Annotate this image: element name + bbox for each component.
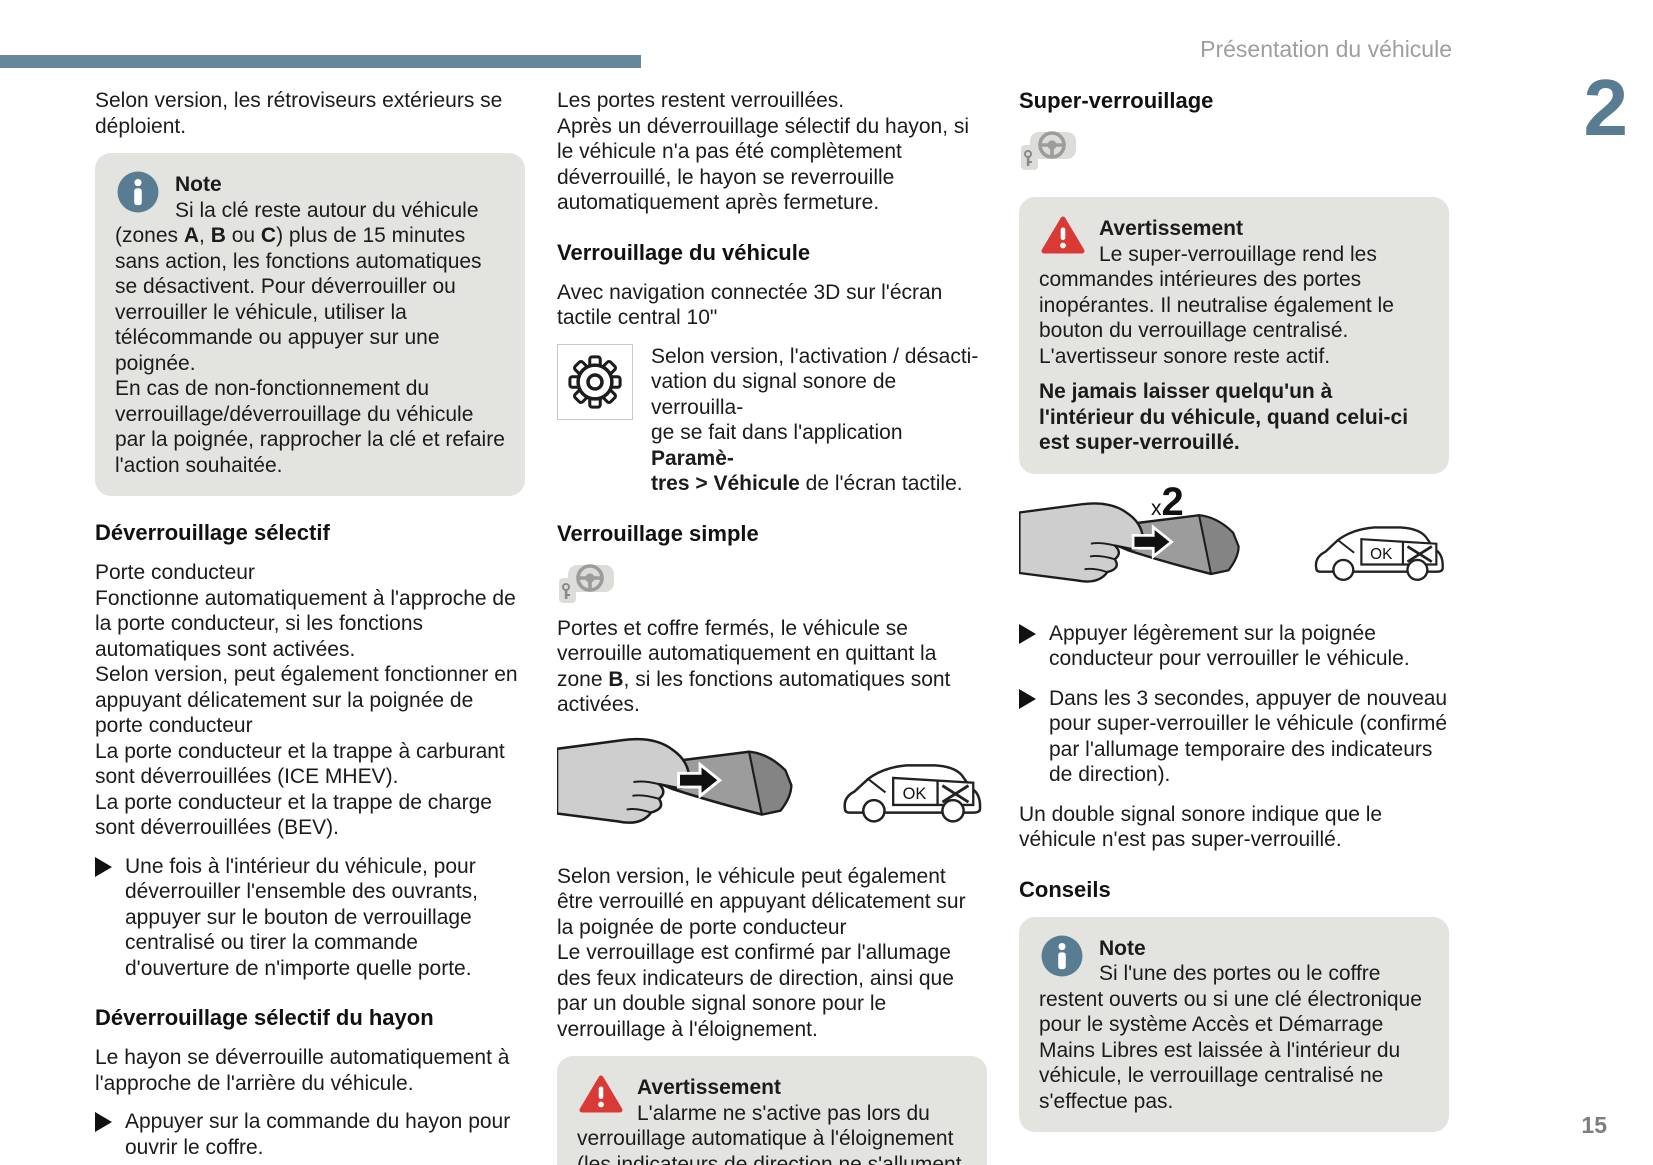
paragraph: Porte conducteur Fonctionne automatiqueme… [95, 561, 518, 839]
triangle-bullet-icon [95, 856, 112, 877]
triangle-bullet-icon [1019, 688, 1036, 709]
warning-title: Avertissement [637, 1076, 781, 1099]
warning-box: Avertissement Le super-verrouillage rend… [1019, 197, 1449, 474]
note-box: Note Si l'une des portes ou le coffre re… [1019, 916, 1449, 1132]
settings-note: Selon version, l'activation / désacti-va… [557, 343, 987, 497]
section-heading: Verrouillage simple [557, 520, 759, 546]
bullet-item: Appuyer légèrement sur la poignée conduc… [1019, 621, 1449, 672]
triangle-bullet-icon [95, 1112, 112, 1132]
bullet-text: Dans les 3 secondes, appuyer de nouveau … [1049, 686, 1448, 787]
intro-paragraph: Selon version, les rétroviseurs extérieu… [95, 89, 503, 138]
car-ok-label: OK [903, 785, 927, 803]
header-rule [0, 55, 641, 68]
car-ok-label: OK [1370, 546, 1393, 563]
note-body: Si l'une des portes ou le coffre restent… [1039, 962, 1422, 1113]
section-heading: Super-verrouillage [1019, 88, 1214, 113]
warning-box: Avertissement L'alarme ne s'active pas l… [557, 1056, 987, 1165]
paragraph: Les portes restent verrouillées. Après un… [557, 89, 970, 214]
warning-body: Le super-verrouillage rend les commandes… [1039, 242, 1394, 368]
settings-note-text: Selon version, l'activation / désacti-va… [651, 344, 979, 496]
warning-body: L'alarme ne s'active pas lors du verroui… [577, 1101, 962, 1165]
warning-triangle-icon [579, 1074, 623, 1116]
column-1: Selon version, les rétroviseurs extérieu… [95, 88, 525, 1165]
gear-icon [557, 343, 633, 420]
triangle-bullet-icon [1019, 623, 1036, 644]
warning-emphasis: Ne jamais laisser quelqu'un à l'intérieu… [1039, 380, 1409, 454]
paragraph: Le hayon se déverrouille automatiquement… [95, 1046, 510, 1095]
section-heading: Conseils [1019, 876, 1111, 902]
bullet-text: Appuyer sur la commande du hayon pour ou… [125, 1110, 511, 1159]
bullet-item: Dans les 3 secondes, appuyer de nouveau … [1019, 686, 1449, 788]
column-3: Super-verrouillage [1018, 88, 1449, 1165]
chapter-number: 2 [1583, 63, 1629, 152]
steering-wheel-key-icon [1019, 128, 1079, 173]
car-status-image: OK [1309, 512, 1449, 594]
content-columns: Selon version, les rétroviseurs extérieu… [95, 88, 1449, 1165]
hand-press-handle-image: x2 [1018, 480, 1249, 611]
info-icon [117, 171, 159, 213]
note-body: Si la clé reste autour du véhicule (zone… [115, 198, 505, 477]
bullet-text: Appuyer légèrement sur la poignée conduc… [1049, 621, 1410, 671]
info-icon [1041, 935, 1083, 977]
hand-press-handle-image [555, 731, 802, 854]
car-status-image: OK [837, 749, 987, 836]
bullet-item: Une fois à l'intérieur du véhicule, pour… [95, 854, 525, 982]
bullet-item: Appuyer sur la commande du hayon pour ou… [95, 1109, 525, 1160]
note-box: Note Si la clé reste autour du véhicule … [95, 153, 525, 496]
press-twice-label: x2 [1151, 479, 1184, 524]
paragraph: Selon version, le véhicule peut égalemen… [557, 864, 966, 1041]
section-heading: Déverrouillage sélectif [95, 520, 330, 545]
steering-wheel-key-icon [557, 561, 617, 606]
page-header-title: Présentation du véhicule [1200, 36, 1452, 62]
section-heading: Déverrouillage sélectif du hayon [95, 1005, 434, 1030]
page-number: 15 [1581, 1112, 1607, 1138]
double-press-illustration: x2 OK [1018, 480, 1449, 611]
column-2: Les portes restent verrouillées. Après un… [555, 88, 987, 1165]
note-title: Note [1099, 936, 1146, 960]
warning-title: Avertissement [1099, 217, 1243, 240]
warning-triangle-icon [1041, 215, 1085, 257]
paragraph: Un double signal sonore indique que le v… [1019, 802, 1383, 852]
paragraph: Portes et coffre fermés, le véhicule se … [557, 616, 951, 717]
note-title: Note [175, 173, 222, 196]
bullet-text: Une fois à l'intérieur du véhicule, pour… [125, 854, 479, 980]
section-heading: Verrouillage du véhicule [557, 239, 811, 265]
handle-press-illustration: OK [555, 731, 987, 854]
paragraph: Avec navigation connectée 3D sur l'écran… [557, 280, 943, 330]
